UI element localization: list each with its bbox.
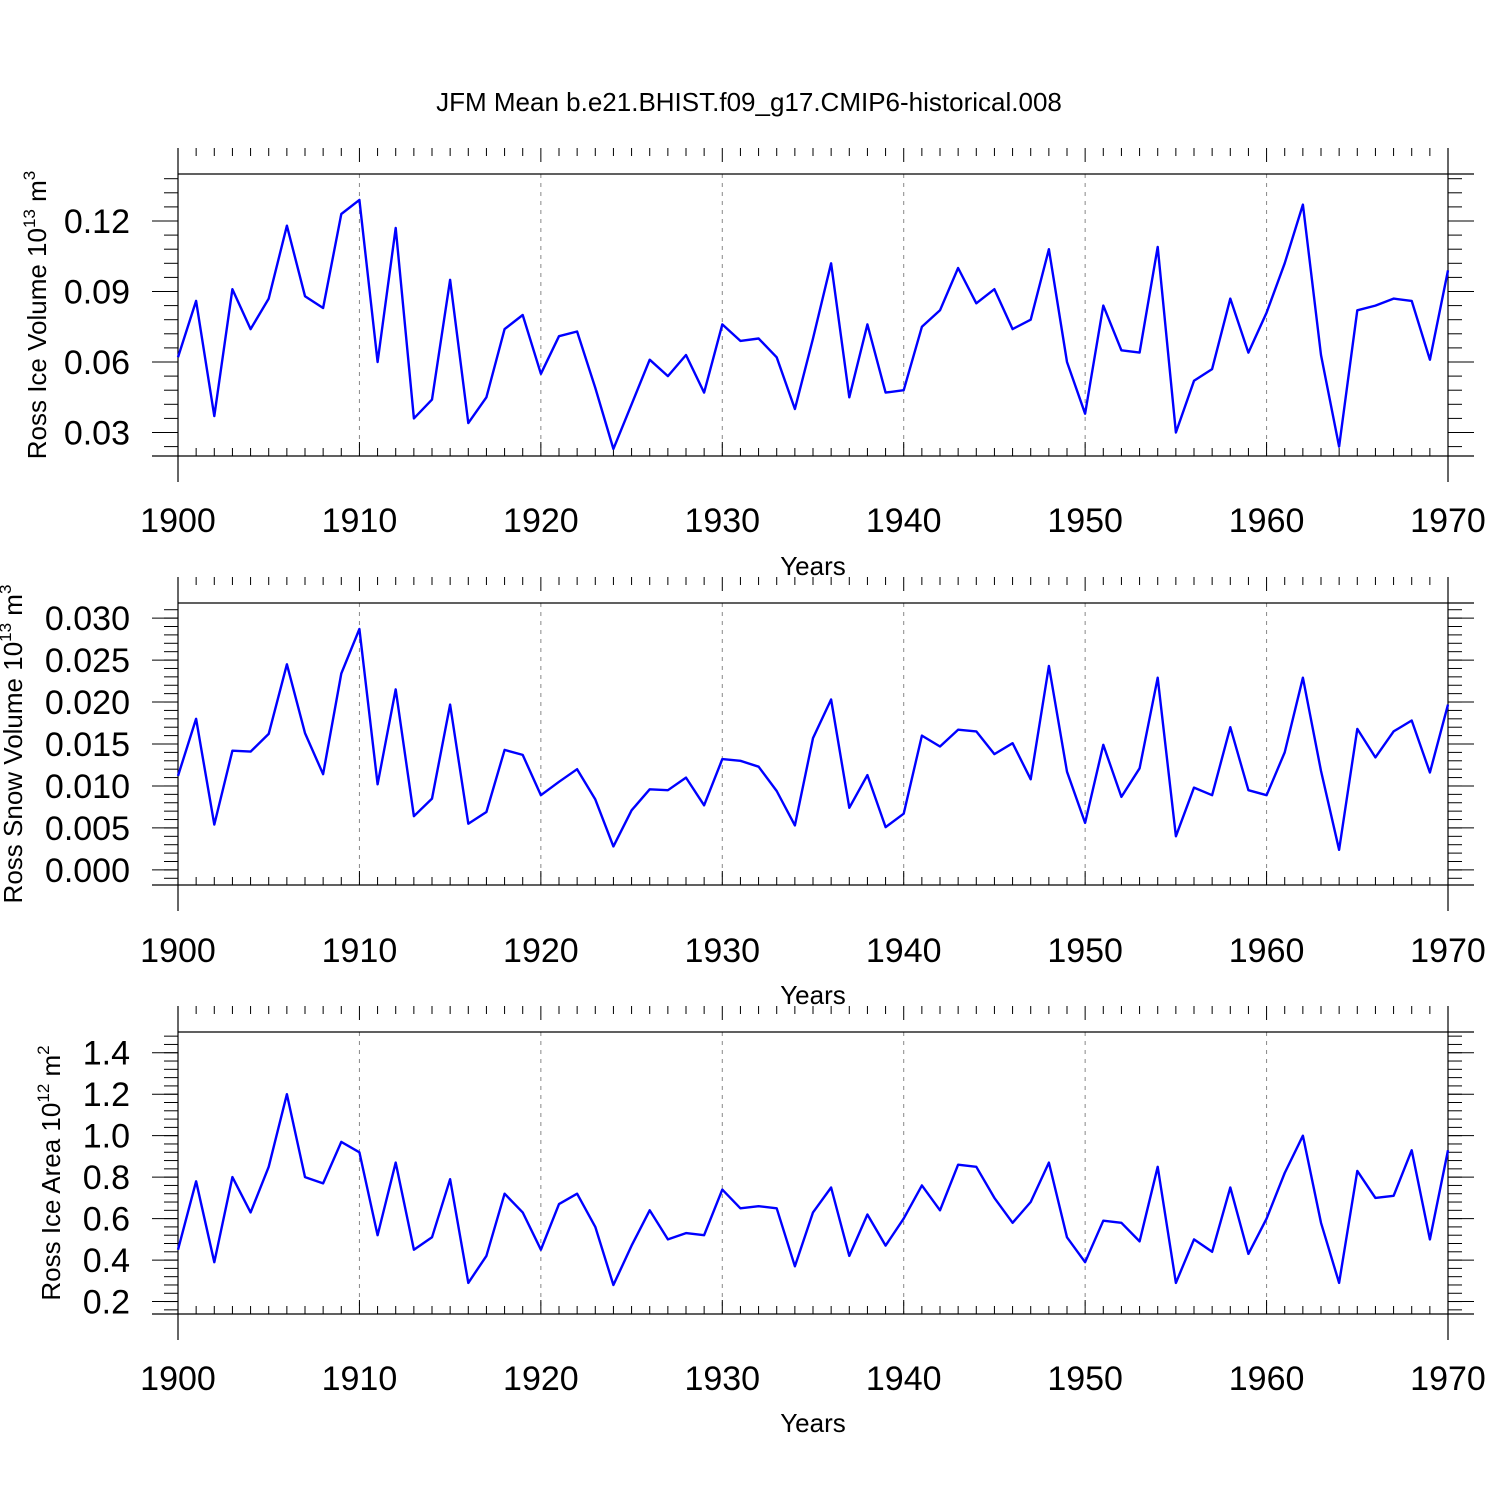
y-tick-label: 0.6 xyxy=(83,1201,130,1239)
chart-title: JFM Mean b.e21.BHIST.f09_g17.CMIP6-histo… xyxy=(436,87,1062,117)
x-tick-label: 1970 xyxy=(1410,1360,1486,1398)
y-axis-title-unit-exponent: 3 xyxy=(0,585,15,594)
y-tick-label: 0.015 xyxy=(45,726,130,764)
x-tick-label: 1930 xyxy=(684,502,760,540)
x-tick-label: 1970 xyxy=(1410,932,1486,970)
x-tick-label: 1910 xyxy=(322,932,398,970)
x-tick-label: 1960 xyxy=(1229,932,1305,970)
x-tick-label: 1900 xyxy=(140,1360,216,1398)
y-axis-title-unit: m xyxy=(36,1055,66,1084)
x-tick-label: 1920 xyxy=(503,502,579,540)
y-tick-label: 0.2 xyxy=(83,1284,130,1322)
x-tick-label: 1960 xyxy=(1229,1360,1305,1398)
y-axis-title: Ross Ice Area 1012 m2 xyxy=(34,1045,66,1300)
y-tick-label: 0.03 xyxy=(64,415,130,453)
x-axis-title: Years xyxy=(780,1408,846,1438)
x-tick-label: 1900 xyxy=(140,932,216,970)
y-axis-title-text: Ross Snow Volume 10 xyxy=(0,642,28,904)
x-tick-label: 1940 xyxy=(866,502,942,540)
series-line xyxy=(176,627,1450,851)
y-axis-title-text: Ross Ice Area 10 xyxy=(36,1103,66,1301)
x-tick-label: 1930 xyxy=(684,1360,760,1398)
y-tick-label: 0.020 xyxy=(45,684,130,722)
x-tick-label: 1910 xyxy=(322,1360,398,1398)
y-axis-title: Ross Ice Volume 1013 m3 xyxy=(20,171,52,460)
panel-3: 1900 1910 1920 1930 1940 1950 1960 1970 Years 0.2… xyxy=(34,1006,1486,1438)
y-axis-title-exponent: 13 xyxy=(0,623,15,642)
y-tick-label: 0.005 xyxy=(45,810,130,848)
x-tick-label: 1950 xyxy=(1047,502,1123,540)
y-axis-title: Ross Snow Volume 1013 m3 xyxy=(0,585,28,904)
x-tick-label: 1950 xyxy=(1047,932,1123,970)
y-tick-label: 0.010 xyxy=(45,768,130,806)
panel-1: 1900 1910 1920 1930 1940 1950 1960 1970 Years 0.0… xyxy=(20,148,1486,581)
x-tick-label: 1910 xyxy=(322,502,398,540)
y-tick-label: 0.12 xyxy=(64,203,130,241)
y-tick-label: 0.09 xyxy=(64,274,130,312)
y-tick-label: 0.000 xyxy=(45,852,130,890)
series-line xyxy=(176,198,1450,451)
x-axis-title: Years xyxy=(780,980,846,1010)
y-tick-label: 0.06 xyxy=(64,344,130,382)
y-axis-title-unit: m xyxy=(22,180,52,209)
y-axis-title-exponent: 13 xyxy=(20,209,39,228)
y-tick-label: 0.025 xyxy=(45,642,130,680)
x-tick-label: 1940 xyxy=(866,1360,942,1398)
y-tick-label: 0.4 xyxy=(83,1242,130,1280)
panel-2: 1900 1910 1920 1930 1940 1950 1960 1970 Years 0.0… xyxy=(0,577,1486,1010)
x-tick-label: 1960 xyxy=(1229,502,1305,540)
x-tick-label: 1970 xyxy=(1410,502,1486,540)
x-tick-label: 1920 xyxy=(503,932,579,970)
y-tick-label: 0.030 xyxy=(45,600,130,638)
x-tick-label: 1950 xyxy=(1047,1360,1123,1398)
y-axis-title-unit-exponent: 2 xyxy=(34,1045,53,1054)
y-tick-label: 1.0 xyxy=(83,1118,130,1156)
y-axis-title-unit-exponent: 3 xyxy=(20,171,39,180)
y-axis-title-unit: m xyxy=(0,594,28,623)
x-tick-label: 1930 xyxy=(684,932,760,970)
x-tick-label: 1900 xyxy=(140,502,216,540)
x-tick-label: 1940 xyxy=(866,932,942,970)
series-line xyxy=(176,1092,1450,1287)
x-axis-title: Years xyxy=(780,551,846,581)
y-tick-label: 1.2 xyxy=(83,1076,130,1114)
x-tick-label: 1920 xyxy=(503,1360,579,1398)
y-axis-title-exponent: 12 xyxy=(34,1084,53,1103)
y-tick-label: 1.4 xyxy=(83,1035,130,1073)
y-axis-title-text: Ross Ice Volume 10 xyxy=(22,228,52,459)
y-tick-label: 0.8 xyxy=(83,1159,130,1197)
